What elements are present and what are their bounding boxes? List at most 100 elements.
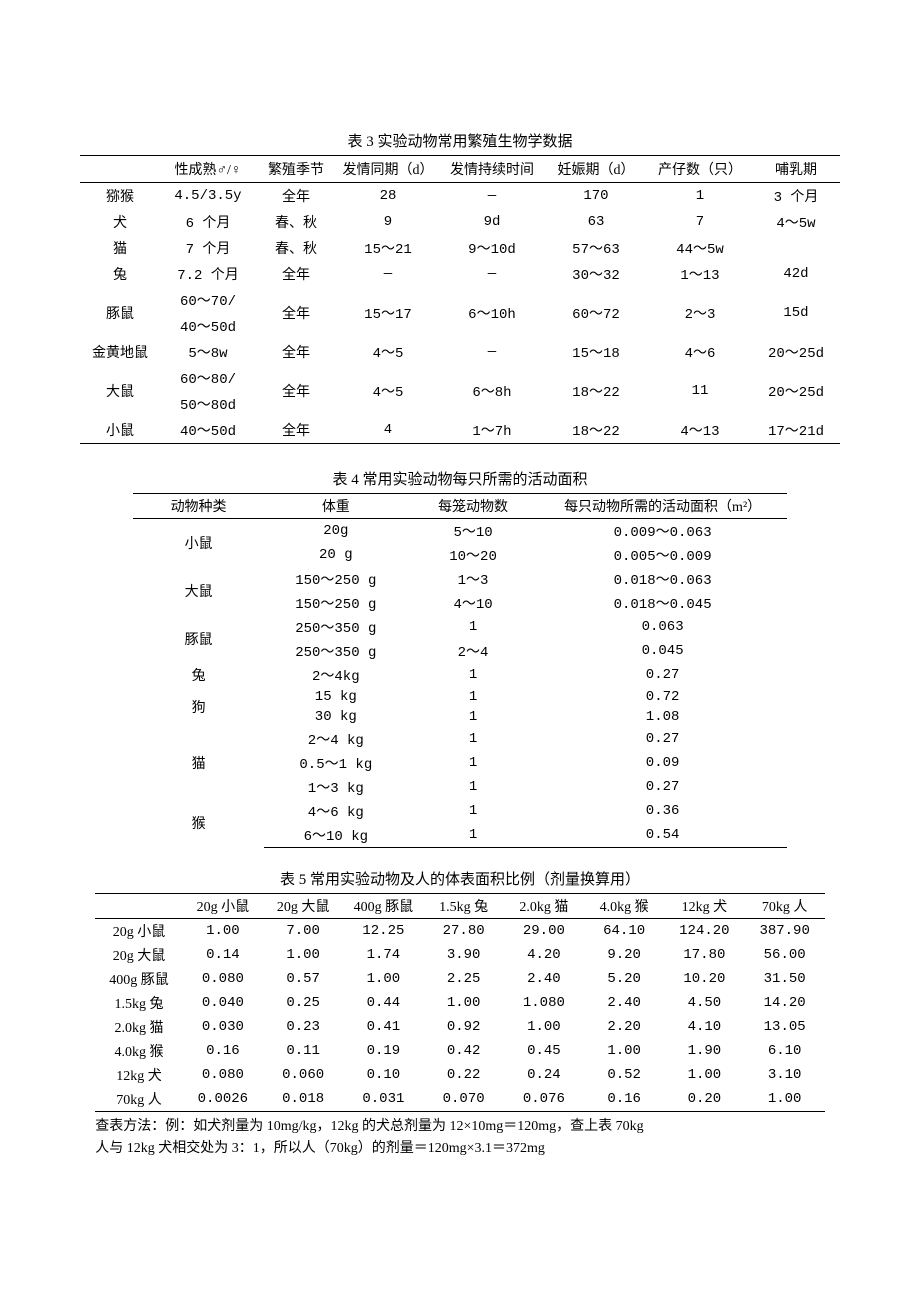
t5-h2: 20g 大鼠: [263, 894, 343, 919]
t3-litter: 4～6: [648, 339, 752, 365]
table-row: 小鼠20g5～100.009～0.063: [133, 519, 787, 544]
t4-species: 猴: [133, 799, 264, 848]
t4-species: 小鼠: [133, 519, 264, 568]
t4-count: 1: [408, 687, 539, 707]
t4-area: 1.08: [538, 707, 786, 727]
table4-header-row: 动物种类 体重 每笼动物数 每只动物所需的活动面积（m²）: [133, 494, 787, 519]
t5-cell: 12.25: [343, 919, 423, 944]
t4-species: 兔: [133, 663, 264, 687]
t5-cell: 4.50: [664, 991, 744, 1015]
table-row: 小鼠40～50d全年41～7h18～224～1317～21d: [80, 417, 840, 444]
t4-count: 1: [408, 751, 539, 775]
table-row: 20g 大鼠0.141.001.743.904.209.2017.8056.00: [95, 943, 825, 967]
t3-h0: [80, 156, 160, 183]
t5-cell: 0.14: [183, 943, 263, 967]
t5-cell: 1.00: [745, 1087, 825, 1112]
t3-lact: 3 个月: [752, 183, 840, 210]
t5-cell: 0.44: [343, 991, 423, 1015]
t4-count: 1: [408, 727, 539, 751]
t4-weight: 250～350 g: [264, 639, 408, 663]
t5-cell: 56.00: [745, 943, 825, 967]
t4-area: 0.27: [538, 727, 786, 751]
table3: 性成熟♂/♀ 繁殖季节 发情同期（d） 发情持续时间 妊娠期（d） 产仔数（只）…: [80, 155, 840, 444]
t3-gest: 63: [544, 209, 648, 235]
t5-cell: 0.080: [183, 967, 263, 991]
t4-count: 2～4: [408, 639, 539, 663]
t5-cell: 1.00: [504, 1015, 584, 1039]
t5-cell: 6.10: [745, 1039, 825, 1063]
t3-lact: [752, 235, 840, 261]
t5-h0: [95, 894, 183, 919]
t5-cell: 1.74: [343, 943, 423, 967]
t5-cell: 124.20: [664, 919, 744, 944]
t3-litter: 44～5w: [648, 235, 752, 261]
t5-cell: 2.40: [584, 991, 664, 1015]
t4-count: 1: [408, 799, 539, 823]
t3-estrus-d: 9: [336, 209, 440, 235]
t3-name: 犬: [80, 209, 160, 235]
table-row: 2.0kg 猫0.0300.230.410.921.002.204.1013.0…: [95, 1015, 825, 1039]
t3-maturity: 7 个月: [160, 235, 256, 261]
t5-cell: 0.031: [343, 1087, 423, 1112]
t3-estrus-dur: 1～7h: [440, 417, 544, 444]
t4-h3: 每只动物所需的活动面积（m²）: [538, 494, 786, 519]
t5-cell: 4.10: [664, 1015, 744, 1039]
table-row: 400g 豚鼠0.0800.571.002.252.405.2010.2031.…: [95, 967, 825, 991]
t4-weight: 0.5～1 kg: [264, 751, 408, 775]
t4-weight: 250～350 g: [264, 615, 408, 639]
t4-count: 5～10: [408, 519, 539, 544]
t4-area: 0.54: [538, 823, 786, 848]
t3-name: 猫: [80, 235, 160, 261]
t4-count: 1: [408, 823, 539, 848]
t3-season: 全年: [256, 417, 336, 444]
t5-cell: 27.80: [424, 919, 504, 944]
t4-weight: 4～6 kg: [264, 799, 408, 823]
table-row: 12kg 犬0.0800.0600.100.220.240.521.003.10: [95, 1063, 825, 1087]
table3-header-row: 性成熟♂/♀ 繁殖季节 发情同期（d） 发情持续时间 妊娠期（d） 产仔数（只）…: [80, 156, 840, 183]
t3-lact: 15d: [752, 287, 840, 339]
t3-name: 豚鼠: [80, 287, 160, 339]
t3-gest: 170: [544, 183, 648, 210]
t5-cell: 13.05: [745, 1015, 825, 1039]
table-row: 1.5kg 兔0.0400.250.441.001.0802.404.5014.…: [95, 991, 825, 1015]
table-row: 金黄地鼠5～8w全年4～5—15～184～620～25d: [80, 339, 840, 365]
t5-cell: 1.00: [424, 991, 504, 1015]
t3-estrus-d: 28: [336, 183, 440, 210]
t5-cell: 9.20: [584, 943, 664, 967]
t5-cell: 0.57: [263, 967, 343, 991]
t4-h0: 动物种类: [133, 494, 264, 519]
t3-maturity: 40～50d: [160, 417, 256, 444]
t3-season: 全年: [256, 287, 336, 339]
table-row: 猴4～6 kg10.36: [133, 799, 787, 823]
t3-estrus-dur: 6～10h: [440, 287, 544, 339]
t5-cell: 0.11: [263, 1039, 343, 1063]
t5-cell: 0.076: [504, 1087, 584, 1112]
t3-h4: 发情持续时间: [440, 156, 544, 183]
t5-row-label: 4.0kg 猴: [95, 1039, 183, 1063]
table5-title: 表 5 常用实验动物及人的体表面积比例（剂量换算用）: [80, 868, 840, 889]
t5-h5: 2.0kg 猫: [504, 894, 584, 919]
table-row: 犬6 个月春、秋99d6374～5w: [80, 209, 840, 235]
t5-cell: 0.16: [584, 1087, 664, 1112]
table-row: 70kg 人0.00260.0180.0310.0700.0760.160.20…: [95, 1087, 825, 1112]
t5-cell: 0.92: [424, 1015, 504, 1039]
t5-cell: 0.24: [504, 1063, 584, 1087]
t4-area: 0.09: [538, 751, 786, 775]
t5-cell: 64.10: [584, 919, 664, 944]
t3-gest: 15～18: [544, 339, 648, 365]
t3-maturity: 5～8w: [160, 339, 256, 365]
t4-h1: 体重: [264, 494, 408, 519]
t5-cell: 0.19: [343, 1039, 423, 1063]
t4-area: 0.018～0.063: [538, 567, 786, 591]
t5-h8: 70kg 人: [745, 894, 825, 919]
t5-cell: 1.00: [183, 919, 263, 944]
t3-estrus-d: 4～5: [336, 365, 440, 417]
t4-area: 0.045: [538, 639, 786, 663]
t3-estrus-d: 4～5: [336, 339, 440, 365]
t5-cell: 0.52: [584, 1063, 664, 1087]
t3-estrus-d: 4: [336, 417, 440, 444]
t5-cell: 1.00: [263, 943, 343, 967]
t5-cell: 31.50: [745, 967, 825, 991]
t5-cell: 14.20: [745, 991, 825, 1015]
t3-estrus-dur: 6～8h: [440, 365, 544, 417]
